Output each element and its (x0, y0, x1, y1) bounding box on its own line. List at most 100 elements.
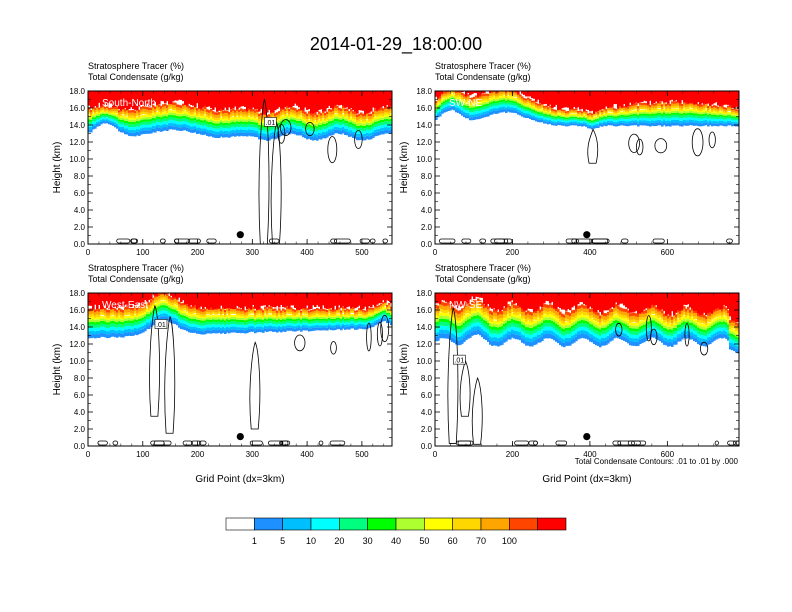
colorbar-swatch (424, 517, 453, 531)
y-tick-label: 6.0 (421, 391, 433, 400)
x-tick-label: 0 (433, 450, 438, 459)
colorbar-swatch (310, 517, 340, 531)
y-tick-label: 2.0 (421, 425, 433, 434)
contour-label: .01 (156, 322, 166, 329)
y-tick-label: 4.0 (421, 206, 433, 215)
tracer-field: .01 (88, 91, 392, 244)
y-tick-label: 6.0 (74, 391, 86, 400)
colorbar-swatch (509, 517, 538, 531)
x-tick-label: 100 (136, 450, 150, 459)
colorbar-swatch (225, 517, 255, 531)
condensate-contours (438, 128, 733, 244)
y-tick-label: 12.0 (416, 340, 432, 349)
colorbar-swatch (480, 517, 510, 531)
colorbar-swatch (367, 517, 397, 531)
x-tick-label: 200 (506, 450, 520, 459)
y-tick-label: 16.0 (69, 306, 85, 315)
y-tick-label: 18.0 (69, 87, 85, 96)
y-tick-label: 18.0 (69, 289, 85, 298)
x-tick-label: 600 (661, 450, 675, 459)
panel-label: South-North (102, 98, 156, 109)
y-tick-label: 0.0 (421, 442, 433, 451)
y-tick-label: 0.0 (421, 240, 433, 249)
panel-1: Stratosphere Tracer (%)Total Condensate … (52, 61, 393, 257)
panel-label: West-East (102, 300, 148, 311)
y-tick-label: 4.0 (421, 408, 433, 417)
y-tick-label: 12.0 (69, 138, 85, 147)
colorbar-swatch (452, 517, 482, 531)
x-tick-label: 400 (583, 248, 597, 257)
colorbar-swatch (537, 517, 567, 531)
panel-subtitle-tracer: Stratosphere Tracer (%) (435, 61, 531, 71)
panel-subtitle-condensate: Total Condensate (g/kg) (435, 72, 531, 82)
y-tick-label: 8.0 (421, 374, 433, 383)
y-tick-label: 4.0 (74, 408, 86, 417)
y-axis-label: Height (km) (52, 142, 63, 194)
y-tick-label: 6.0 (421, 189, 433, 198)
contour-footnote: Total Condensate Contours: .01 to .01 by… (575, 457, 739, 466)
y-tick-label: 16.0 (416, 104, 432, 113)
y-tick-label: 16.0 (416, 306, 432, 315)
colorbar-label: 70 (476, 536, 486, 546)
condensate-contours (97, 304, 390, 446)
panel-subtitle-tracer: Stratosphere Tracer (%) (435, 263, 531, 273)
y-tick-label: 10.0 (69, 155, 85, 164)
panel-2: Stratosphere Tracer (%)Total Condensate … (399, 61, 740, 257)
x-axis-label: Grid Point (dx=3km) (195, 474, 284, 485)
y-tick-label: 4.0 (74, 206, 86, 215)
y-tick-label: 18.0 (416, 289, 432, 298)
colorbar-swatch (339, 517, 368, 531)
x-tick-label: 0 (433, 248, 438, 257)
location-marker (583, 231, 591, 239)
colorbar-label: 1 (252, 536, 257, 546)
y-tick-label: 0.0 (74, 240, 86, 249)
x-tick-label: 200 (506, 248, 520, 257)
tracer-field (435, 91, 739, 244)
x-tick-label: 200 (191, 248, 205, 257)
location-marker (583, 433, 591, 441)
colorbar-label: 20 (334, 536, 344, 546)
x-tick-label: 100 (136, 248, 150, 257)
x-tick-label: 300 (246, 248, 260, 257)
x-tick-label: 600 (661, 248, 675, 257)
colorbar: 1 5 10 20 30 40 50 60 70 100 (225, 517, 567, 546)
panels: Stratosphere Tracer (%)Total Condensate … (52, 61, 740, 485)
x-tick-label: 400 (300, 248, 314, 257)
y-tick-label: 8.0 (74, 374, 86, 383)
x-tick-label: 500 (355, 450, 369, 459)
y-axis-label: Height (km) (52, 344, 63, 396)
colorbar-label: 5 (280, 536, 285, 546)
figure-title: 2014-01-29_18:00:00 (310, 34, 482, 55)
y-tick-label: 18.0 (416, 87, 432, 96)
colorbar-swatch (282, 517, 312, 531)
y-tick-label: 8.0 (421, 172, 433, 181)
colorbar-swatch (395, 517, 425, 531)
y-tick-label: 8.0 (74, 172, 86, 181)
location-marker (236, 433, 244, 441)
y-tick-label: 12.0 (416, 138, 432, 147)
contour-label: .01 (454, 358, 464, 365)
y-tick-label: 2.0 (421, 223, 433, 232)
panel-label: NW-SE (449, 300, 482, 311)
location-marker (236, 231, 244, 239)
colorbar-swatch (254, 517, 283, 531)
y-tick-label: 14.0 (416, 323, 432, 332)
condensate-contours (116, 98, 388, 244)
x-tick-label: 400 (583, 450, 597, 459)
y-tick-label: 14.0 (69, 323, 85, 332)
y-axis-label: Height (km) (399, 344, 410, 396)
colorbar-label: 50 (419, 536, 429, 546)
panel-3: Stratosphere Tracer (%)Total Condensate … (52, 263, 393, 485)
colorbar-label: 60 (448, 536, 458, 546)
y-tick-label: 10.0 (69, 357, 85, 366)
y-tick-label: 12.0 (69, 340, 85, 349)
panel-subtitle-condensate: Total Condensate (g/kg) (88, 72, 184, 82)
panel-subtitle-condensate: Total Condensate (g/kg) (88, 274, 184, 284)
x-tick-label: 500 (355, 248, 369, 257)
y-tick-label: 10.0 (416, 357, 432, 366)
panel-label: SW-NE (449, 98, 482, 109)
y-tick-label: 10.0 (416, 155, 432, 164)
y-tick-label: 14.0 (416, 121, 432, 130)
condensate-contours (447, 307, 739, 446)
